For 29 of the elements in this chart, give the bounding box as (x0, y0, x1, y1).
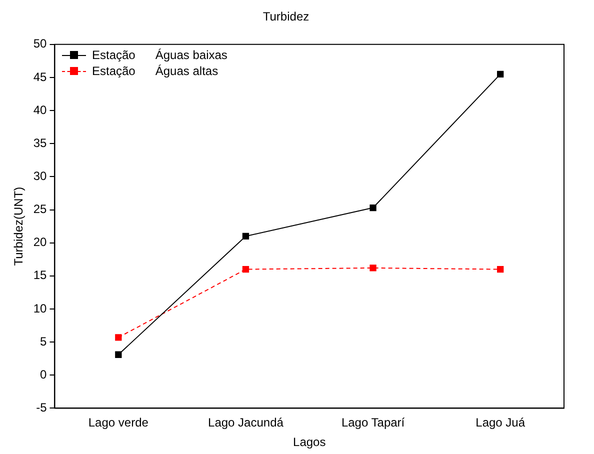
point (115, 351, 122, 358)
point (497, 266, 504, 273)
legend-label: Estação Águas altas (92, 63, 218, 79)
point (242, 266, 250, 273)
y-tick-label: 25 (33, 202, 48, 216)
x-axis-title: Lagos (293, 435, 326, 450)
y-tick-label: 45 (33, 70, 48, 84)
y-tick-label: 50 (33, 36, 48, 51)
x-tick-label: Lago Jacundá (208, 416, 284, 430)
x-tick-label: Lago Juá (476, 416, 526, 430)
point (242, 232, 250, 240)
point (370, 204, 376, 212)
chart-title: Turbidez (262, 10, 310, 24)
point (115, 334, 122, 341)
y-tick-label: -5 (36, 400, 48, 415)
point (497, 70, 504, 78)
y-tick-label: 30 (33, 169, 48, 184)
y-tick-label: 5 (40, 334, 48, 348)
x-tick-label: Lago verde (88, 416, 149, 430)
y-tick-label: 10 (33, 301, 48, 316)
y-tick-label: 15 (33, 268, 48, 282)
y-tick-label: 0 (40, 367, 48, 382)
legend-label: Estação Águas baixas (92, 47, 228, 63)
y-tick-label: 40 (33, 102, 48, 117)
x-tick-label: Lago Taparí (341, 416, 406, 430)
y-tick-label: 20 (33, 235, 48, 250)
y-axis-title: Turbidez(UNT) (12, 186, 26, 266)
point (370, 264, 376, 272)
y-tick-label: 35 (33, 136, 48, 150)
